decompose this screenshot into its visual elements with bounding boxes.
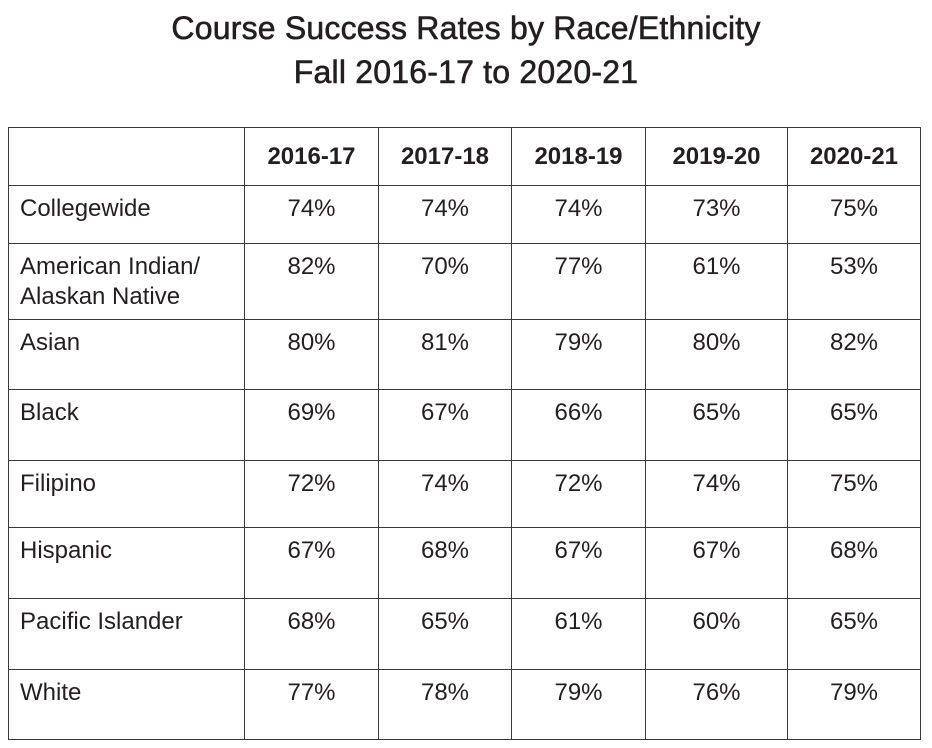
header-corner — [8, 127, 245, 186]
row-label: Asian — [8, 319, 245, 390]
table-cell: 67% — [645, 527, 788, 599]
table-cell: 79% — [511, 319, 646, 390]
column-header: 2017-18 — [378, 127, 512, 186]
table-row: Pacific Islander 68% 65% 61% 60% 65% — [8, 598, 921, 670]
table-cell: 75% — [787, 185, 921, 244]
table-row: American Indian/Alaskan Native 82% 70% 77% 6… — [8, 243, 921, 320]
table-cell: 68% — [787, 527, 921, 599]
table-cell: 67% — [378, 389, 512, 461]
table-cell: 65% — [787, 389, 921, 461]
table-cell: 70% — [378, 243, 512, 320]
table-cell: 61% — [645, 243, 788, 320]
table-cell: 65% — [645, 389, 788, 461]
table-cell: 68% — [378, 527, 512, 599]
table-cell: 65% — [378, 598, 512, 670]
table-cell: 68% — [244, 598, 379, 670]
table-row: White 77% 78% 79% 76% 79% — [8, 669, 921, 740]
table-cell: 67% — [244, 527, 379, 599]
column-header: 2018-19 — [511, 127, 646, 186]
table-cell: 75% — [787, 460, 921, 528]
table-cell: 60% — [645, 598, 788, 670]
title-line-2: Fall 2016-17 to 2020-21 — [293, 54, 639, 91]
table-cell: 79% — [787, 669, 921, 740]
table-cell: 67% — [511, 527, 646, 599]
table-row: Asian 80% 81% 79% 80% 82% — [8, 319, 921, 390]
column-header: 2020-21 — [787, 127, 921, 186]
table-cell: 80% — [244, 319, 379, 390]
row-label: Collegewide — [8, 185, 245, 244]
table-cell: 66% — [511, 389, 646, 461]
title-line-1: Course Success Rates by Race/Ethnicity — [171, 10, 761, 47]
row-label: Black — [8, 389, 245, 461]
table-cell: 65% — [787, 598, 921, 670]
table-cell: 79% — [511, 669, 646, 740]
table-cell: 53% — [787, 243, 921, 320]
column-header: 2016-17 — [244, 127, 379, 186]
table-cell: 82% — [787, 319, 921, 390]
table-cell: 73% — [645, 185, 788, 244]
table-body: Collegewide 74% 74% 74% 73% 75% American India… — [8, 185, 921, 740]
table-cell: 82% — [244, 243, 379, 320]
table-cell: 80% — [645, 319, 788, 390]
table-cell: 76% — [645, 669, 788, 740]
table-cell: 74% — [645, 460, 788, 528]
header-row: 2016-17 2017-18 2018-19 2019-20 2020-21 — [8, 127, 921, 186]
row-label: American Indian/Alaskan Native — [8, 243, 245, 320]
row-label: Filipino — [8, 460, 245, 528]
table-row: Black 69% 67% 66% 65% 65% — [8, 389, 921, 461]
table-cell: 61% — [511, 598, 646, 670]
table-row: Collegewide 74% 74% 74% 73% 75% — [8, 185, 921, 244]
table-cell: 78% — [378, 669, 512, 740]
table-cell: 74% — [244, 185, 379, 244]
row-label: White — [8, 669, 245, 740]
table-cell: 72% — [244, 460, 379, 528]
data-table: 2016-17 2017-18 2018-19 2019-20 2020-21 … — [8, 127, 921, 740]
table-row: Filipino 72% 74% 72% 74% 75% — [8, 460, 921, 528]
table-cell: 81% — [378, 319, 512, 390]
chart-title: Course Success Rates by Race/Ethnicity F… — [0, 6, 932, 94]
table-cell: 77% — [244, 669, 379, 740]
column-header: 2019-20 — [645, 127, 788, 186]
row-label: Hispanic — [8, 527, 245, 599]
table-cell: 74% — [378, 185, 512, 244]
table-cell: 72% — [511, 460, 646, 528]
table-cell: 74% — [378, 460, 512, 528]
table-row: Hispanic 67% 68% 67% 67% 68% — [8, 527, 921, 599]
row-label: Pacific Islander — [8, 598, 245, 670]
table-cell: 69% — [244, 389, 379, 461]
table-cell: 74% — [511, 185, 646, 244]
table-cell: 77% — [511, 243, 646, 320]
